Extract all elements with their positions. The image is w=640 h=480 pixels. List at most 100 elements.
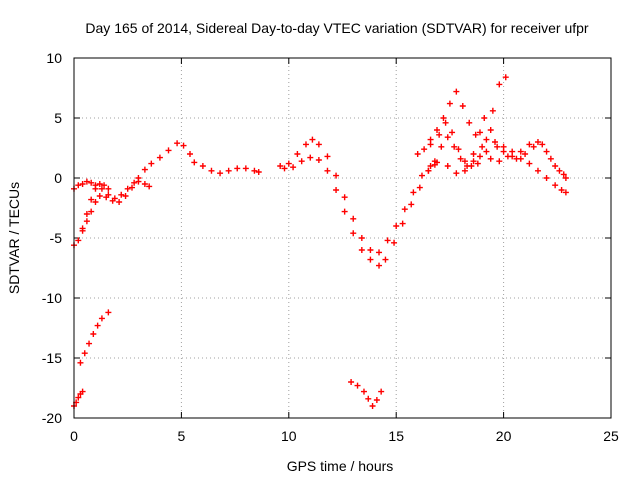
data-point — [242, 165, 249, 172]
x-tick-label: 5 — [178, 428, 186, 444]
data-point — [92, 199, 99, 205]
data-point — [502, 74, 509, 81]
series-morning-plateau — [191, 159, 262, 177]
y-axis-label: SDTVAR / TECUs — [6, 182, 22, 294]
y-tick-label: -20 — [42, 410, 62, 426]
series-small-negative-arc — [348, 379, 385, 409]
data-point — [369, 403, 376, 409]
data-point — [333, 172, 340, 179]
data-point — [105, 191, 112, 198]
series-negative-excursion-1 — [77, 309, 112, 366]
data-point — [124, 185, 131, 192]
data-point — [315, 141, 322, 148]
data-point — [348, 379, 355, 385]
data-point — [360, 388, 367, 395]
data-point — [86, 340, 93, 347]
y-tick-label: -10 — [42, 290, 62, 306]
data-point — [302, 141, 309, 148]
series-afternoon-peak-a — [414, 88, 569, 181]
series-early-steep-band — [79, 181, 112, 232]
data-point — [350, 215, 357, 222]
data-point — [111, 195, 118, 202]
data-point — [298, 158, 305, 165]
data-point — [92, 185, 99, 192]
data-point — [418, 172, 425, 179]
x-tick-label: 15 — [388, 428, 404, 444]
data-point — [98, 315, 105, 322]
data-point — [410, 189, 417, 196]
data-point — [165, 147, 172, 154]
data-point — [146, 183, 153, 190]
data-point — [141, 166, 148, 173]
data-point — [96, 181, 103, 187]
data-point — [483, 148, 490, 155]
data-point — [483, 136, 490, 143]
data-point — [191, 159, 198, 166]
data-point — [476, 153, 483, 160]
data-point — [98, 185, 105, 192]
data-point — [88, 179, 95, 186]
data-point — [468, 163, 475, 169]
data-point — [449, 129, 456, 136]
data-point — [438, 143, 445, 150]
data-point — [309, 136, 316, 143]
data-point — [75, 182, 82, 189]
data-point — [148, 160, 155, 167]
data-point — [496, 158, 503, 165]
data-point — [324, 153, 331, 160]
data-point — [442, 119, 449, 126]
data-point — [315, 157, 322, 163]
data-point — [399, 220, 406, 227]
data-point — [472, 131, 479, 138]
data-point — [354, 382, 361, 389]
data-point — [408, 201, 415, 208]
y-tick-label: 10 — [46, 50, 62, 66]
data-point — [324, 167, 331, 174]
data-point — [131, 179, 138, 186]
data-point — [453, 88, 460, 95]
y-tick-label: 5 — [54, 110, 62, 126]
data-point — [79, 388, 86, 395]
data-point — [476, 129, 483, 136]
data-point — [186, 151, 193, 157]
data-point — [199, 163, 206, 169]
data-point — [562, 175, 569, 181]
data-point — [530, 143, 537, 150]
data-point — [539, 141, 546, 148]
data-point — [333, 187, 340, 193]
data-point — [543, 175, 550, 181]
data-point — [444, 163, 451, 169]
data-point — [281, 165, 288, 172]
data-point — [101, 182, 108, 189]
data-point — [500, 143, 507, 150]
data-point — [255, 169, 262, 175]
data-point — [116, 199, 123, 205]
data-point — [474, 160, 481, 167]
data-point — [79, 225, 86, 232]
data-point — [562, 189, 569, 196]
data-point — [470, 158, 477, 165]
data-point — [367, 256, 374, 263]
data-point — [365, 395, 372, 402]
data-point — [487, 127, 494, 133]
data-point — [489, 107, 496, 114]
data-point — [373, 397, 380, 403]
data-point — [414, 151, 421, 157]
series-afternoon-peak-b — [425, 74, 509, 174]
data-point — [440, 115, 447, 121]
data-point — [487, 155, 494, 162]
data-point — [75, 394, 82, 401]
data-point — [496, 81, 503, 88]
data-point — [234, 165, 241, 172]
data-point — [401, 206, 408, 213]
data-point — [391, 239, 398, 246]
data-point — [358, 247, 365, 253]
data-point — [461, 167, 468, 174]
data-point — [285, 160, 292, 167]
data-point — [453, 170, 460, 177]
x-tick-label: 10 — [281, 428, 297, 444]
data-point — [217, 170, 224, 177]
data-point — [427, 141, 434, 148]
